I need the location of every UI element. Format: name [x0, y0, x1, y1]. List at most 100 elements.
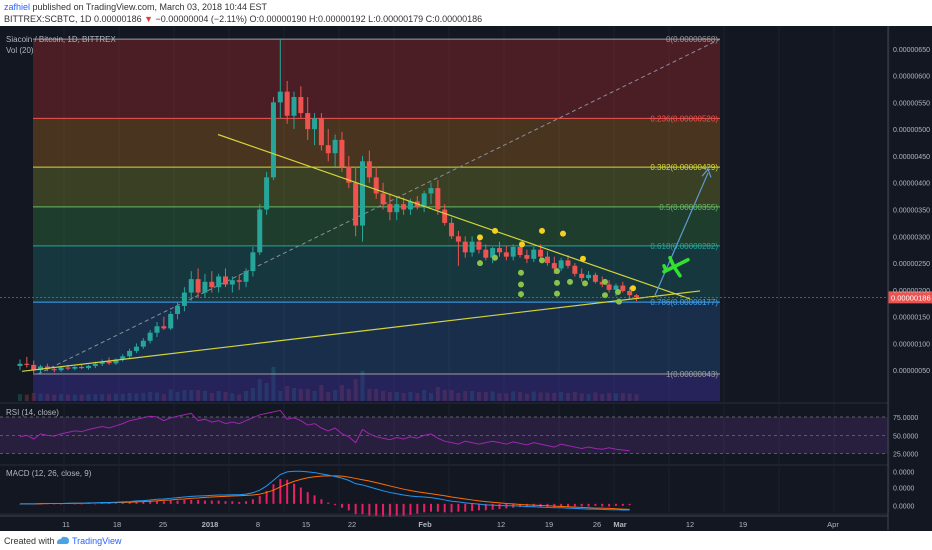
- macd-histogram-bar: [423, 503, 426, 513]
- price-tick-label: 0.00000350: [893, 208, 930, 215]
- candle-body: [298, 97, 304, 114]
- volume-bar: [559, 392, 564, 401]
- time-tick-label: Mar: [613, 520, 626, 529]
- last-price-badge: [888, 291, 932, 304]
- candle-body: [257, 209, 263, 253]
- macd-histogram-bar: [135, 501, 138, 504]
- candle-body: [366, 161, 372, 178]
- volume-bar: [155, 392, 159, 401]
- macd-histogram-bar: [553, 503, 556, 508]
- support-trendline: [21, 290, 701, 372]
- candle-body: [339, 139, 345, 167]
- macd-histogram-bar: [279, 479, 282, 504]
- volume-bar: [531, 391, 536, 401]
- macd-histogram-bar: [334, 503, 337, 506]
- price-tick-label: 0.00000200: [893, 288, 930, 295]
- macd-histogram-bar: [80, 503, 83, 505]
- volume-bar: [189, 390, 194, 401]
- time-tick-label: 18: [113, 520, 121, 529]
- volume-bar: [120, 393, 125, 401]
- macd-histogram-bar: [594, 503, 597, 506]
- time-tick-label: 12: [686, 520, 694, 529]
- candle-body: [387, 204, 393, 213]
- candle-body: [79, 367, 85, 369]
- volume-bar: [415, 393, 420, 401]
- macd-histogram-bar: [388, 503, 391, 517]
- green-marker-dot: [518, 291, 524, 298]
- candle-body: [120, 356, 126, 360]
- rsi-label: RSI (14, close): [6, 408, 59, 417]
- macd-histogram-bar: [313, 495, 316, 504]
- macd-tick-label: 0.0000: [893, 486, 915, 493]
- volume-bar: [79, 394, 84, 401]
- price-tick-label: 0.00000700: [893, 26, 930, 27]
- candle-body: [223, 276, 228, 285]
- macd-histogram-bar: [430, 503, 432, 512]
- time-tick-label: Apr: [827, 520, 839, 529]
- volume-bar: [264, 383, 269, 401]
- volume-bar: [216, 391, 221, 401]
- macd-histogram-bar: [320, 499, 323, 504]
- volume-bar: [456, 393, 461, 401]
- volume-bar: [566, 393, 570, 401]
- candle-body: [318, 118, 324, 146]
- volume-bar: [545, 392, 550, 401]
- macd-histogram-bar: [340, 503, 343, 508]
- candle-body: [284, 91, 290, 116]
- candle-body: [243, 271, 249, 282]
- volume-bar: [244, 391, 249, 401]
- volume-bar: [209, 393, 214, 401]
- volume-bar: [401, 393, 406, 401]
- candle-body: [58, 367, 64, 371]
- candle-body: [86, 365, 91, 369]
- macd-histogram-bar: [231, 501, 234, 504]
- green-marker-dot: [602, 292, 608, 299]
- volume-bar: [100, 394, 105, 401]
- macd-histogram-bar: [101, 503, 104, 504]
- volume-bar: [497, 393, 502, 401]
- candle-body: [264, 177, 270, 210]
- candle-body: [175, 305, 181, 314]
- macd-histogram-bar: [203, 500, 206, 504]
- volume-bar: [524, 393, 529, 401]
- volume-bar: [72, 394, 77, 401]
- volume-bar: [449, 390, 454, 401]
- time-tick-label: 19: [739, 520, 747, 529]
- volume-bar: [586, 393, 591, 401]
- candle-body: [613, 285, 619, 290]
- macd-line: [20, 470, 630, 511]
- volume-bar: [326, 392, 331, 401]
- macd-histogram-bar: [621, 503, 624, 506]
- author-link[interactable]: zafhiel: [4, 2, 31, 12]
- green-marker-dot: [554, 290, 560, 297]
- macd-histogram-bar: [73, 503, 76, 505]
- chart-canvas[interactable]: 0(0.00000668) 0.236(0.00000520) 0.382(0.00…: [0, 26, 932, 531]
- candle-body: [31, 364, 37, 371]
- volume-bar: [381, 391, 386, 401]
- volume-bar: [168, 389, 173, 401]
- macd-histogram-bar: [573, 503, 576, 507]
- macd-histogram-bar: [245, 501, 248, 504]
- macd-tick-label: 0.0000: [893, 503, 915, 510]
- volume-bar: [353, 379, 358, 401]
- chart-title: Siacoin / Bitcoin, 1D, BITTREX: [6, 35, 116, 44]
- volume-bar: [442, 390, 447, 401]
- macd-histogram-bar: [293, 483, 295, 504]
- macd-histogram-bar: [614, 503, 617, 506]
- volume-bar: [230, 393, 235, 401]
- macd-label: MACD (12, 26, close, 9): [6, 469, 92, 478]
- tradingview-link[interactable]: TradingView: [72, 536, 122, 546]
- volume-bar: [463, 391, 468, 401]
- candle-body: [586, 274, 592, 279]
- candle-body: [17, 363, 23, 366]
- rsi-tick-label: 75.0000: [893, 415, 918, 422]
- candle-body: [277, 91, 283, 103]
- macd-histogram-bar: [382, 503, 385, 517]
- green-marker-dot: [582, 280, 588, 287]
- candle-body: [538, 249, 544, 257]
- macd-histogram-bar: [286, 479, 289, 504]
- volume-bar: [538, 392, 543, 401]
- macd-histogram-bar: [108, 503, 111, 504]
- fib-level-label: 0.5(0.00000355): [659, 203, 718, 212]
- volume-bar: [175, 392, 180, 401]
